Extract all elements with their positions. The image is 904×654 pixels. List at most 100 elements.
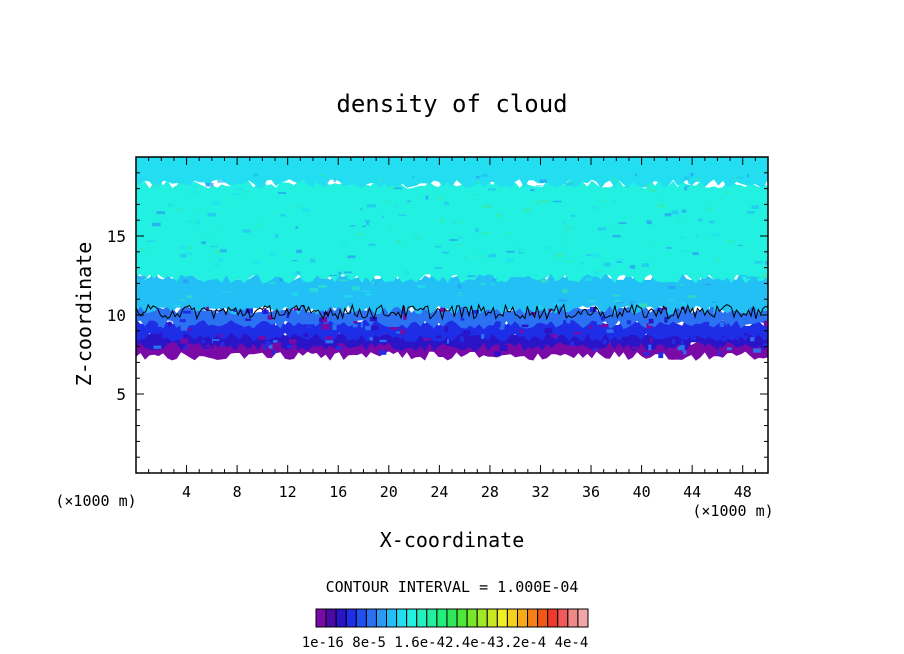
field-speckle	[236, 200, 239, 202]
colorbar-swatch	[486, 608, 498, 628]
field-speckle	[439, 218, 444, 223]
field-speckle	[233, 309, 236, 312]
field-speckle	[727, 347, 732, 351]
field-speckle	[268, 344, 273, 349]
field-speckle	[618, 222, 627, 225]
field-speckle	[183, 333, 186, 339]
field-speckle	[719, 197, 722, 201]
field-speckle	[530, 189, 535, 192]
field-speckle	[460, 318, 465, 321]
field-speckle	[632, 346, 638, 350]
field-speckle	[602, 339, 607, 345]
field-speckle	[483, 350, 487, 354]
field-speckle	[390, 327, 399, 330]
field-speckle	[564, 230, 568, 232]
field-speckle	[751, 205, 759, 209]
field-speckle	[338, 279, 347, 281]
field-speckle	[570, 215, 576, 217]
colorbar-swatch	[557, 608, 569, 628]
field-speckle	[184, 252, 193, 255]
field-speckle	[754, 277, 761, 279]
field-speckle	[711, 233, 720, 236]
field-speckle	[688, 295, 697, 298]
field-speckle	[671, 210, 679, 215]
x-axis-label: X-coordinate	[380, 528, 525, 552]
field-speckle	[175, 185, 178, 190]
field-speckle	[740, 275, 747, 277]
field-speckle	[183, 279, 189, 284]
field-speckle	[657, 308, 662, 311]
field-speckle	[546, 246, 551, 250]
field-speckle	[295, 205, 304, 208]
field-speckle	[541, 279, 548, 283]
field-speckle	[347, 313, 352, 316]
field-speckle	[717, 259, 720, 263]
field-speckle	[744, 333, 748, 336]
field-speckle	[191, 220, 196, 223]
field-speckle	[659, 199, 664, 201]
field-speckle	[647, 325, 653, 329]
field-speckle	[389, 186, 394, 190]
field-speckle	[746, 174, 749, 178]
field-speckle	[650, 337, 653, 344]
field-speckle	[412, 176, 415, 178]
field-speckle	[475, 228, 479, 233]
colorbar-swatch	[426, 608, 438, 628]
field-speckle	[212, 201, 220, 205]
x-tick-label: 36	[582, 483, 600, 501]
field-speckle	[668, 285, 676, 289]
field-speckle	[665, 247, 673, 249]
field-speckle	[563, 238, 571, 242]
field-speckle	[221, 341, 225, 347]
field-speckle	[212, 345, 217, 349]
y-axis-label: Z-coordinate	[72, 242, 96, 387]
field-speckle	[206, 306, 209, 311]
field-speckle	[563, 320, 567, 326]
field-speckle	[187, 328, 191, 331]
field-speckle	[235, 188, 244, 191]
field-speckle	[431, 294, 435, 298]
field-speckle	[265, 341, 271, 346]
field-speckle	[449, 239, 458, 241]
field-speckle	[245, 318, 252, 321]
field-speckle	[482, 204, 492, 208]
colorbar-swatch	[325, 608, 337, 628]
field-speckle	[648, 313, 655, 320]
field-speckle	[214, 250, 220, 254]
field-speckle	[472, 310, 479, 314]
field-speckle	[677, 351, 684, 358]
field-speckle	[360, 208, 363, 210]
field-speckle	[291, 292, 298, 296]
plot-area	[136, 157, 768, 473]
y-tick-label: 10	[107, 306, 126, 325]
field-speckle	[231, 193, 240, 196]
field-speckle	[404, 270, 410, 275]
x-tick-label: 16	[329, 483, 347, 501]
field-speckle	[695, 234, 699, 239]
field-speckle	[521, 332, 527, 337]
x-tick-label: 40	[633, 483, 651, 501]
field-speckle	[458, 295, 463, 297]
field-speckle	[253, 229, 256, 232]
field-speckle	[318, 174, 325, 176]
field-speckle	[765, 261, 768, 265]
colorbar-swatch	[456, 608, 468, 628]
field-speckle	[712, 301, 717, 303]
field-speckle	[205, 182, 214, 187]
field-speckle	[763, 320, 768, 327]
field-speckle	[217, 226, 220, 230]
field-speckle	[253, 173, 259, 177]
field-speckle	[585, 328, 591, 333]
field-speckle	[506, 258, 514, 263]
x-tick-label: 44	[683, 483, 701, 501]
field-speckle	[303, 333, 309, 337]
field-speckle	[694, 178, 701, 181]
field-speckle	[600, 324, 609, 328]
field-speckle	[679, 345, 685, 349]
field-speckle	[307, 324, 315, 328]
colorbar-swatch	[375, 608, 388, 628]
field-speckle	[564, 182, 574, 186]
field-speckle	[301, 208, 311, 213]
field-speckle	[555, 253, 564, 257]
